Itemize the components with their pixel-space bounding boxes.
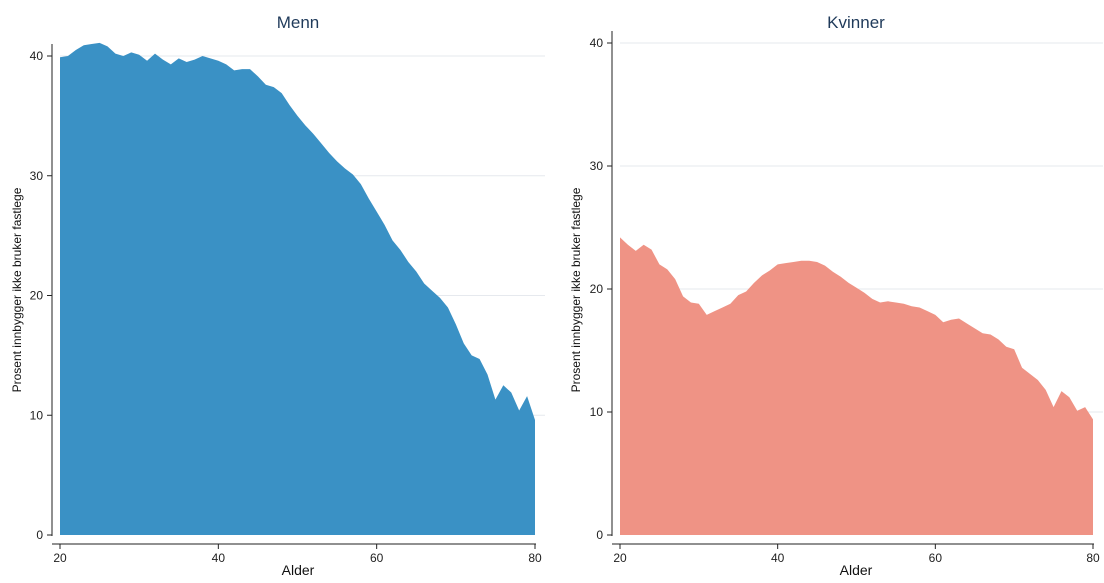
panel-2-x-tick-label: 80 <box>1086 551 1100 565</box>
panel-2-x-tick-label: 40 <box>771 551 785 565</box>
panel-1-title: Menn <box>277 13 320 32</box>
panel-1-area-series <box>60 42 535 535</box>
panel-1-x-tick-label: 80 <box>528 551 542 565</box>
panel-1-y-tick-label: 10 <box>30 408 44 422</box>
panel-2-y-tick-label: 10 <box>590 405 604 419</box>
panel-1-y-tick-label: 20 <box>30 289 44 303</box>
panel-1-y-tick-label: 40 <box>30 49 44 63</box>
panel-2-y-tick-label: 30 <box>590 159 604 173</box>
panel-2-area-series <box>620 237 1093 535</box>
panel-1-x-tick-label: 40 <box>212 551 226 565</box>
panel-1-y-axis-label: Prosent innbygger ikke bruker fastlege <box>10 187 24 392</box>
panel-1-y-tick-label: 0 <box>36 528 43 542</box>
panel-2-y-axis-label: Prosent innbygger ikke bruker fastlege <box>569 187 583 392</box>
panel-2-y-tick-label: 40 <box>590 36 604 50</box>
panel-2-y-tick-label: 20 <box>590 282 604 296</box>
panel-2-title: Kvinner <box>827 13 885 32</box>
panel-2-x-axis-label: Alder <box>840 562 873 578</box>
panel-1-x-tick-label: 20 <box>53 551 67 565</box>
panel-1-x-tick-label: 60 <box>370 551 384 565</box>
panel-2-x-tick-label: 20 <box>613 551 627 565</box>
panel-2-x-tick-label: 60 <box>929 551 943 565</box>
panel-1-x-axis-label: Alder <box>282 562 315 578</box>
panel-1-y-tick-label: 30 <box>30 169 44 183</box>
panel-2-y-tick-label: 0 <box>596 528 603 542</box>
